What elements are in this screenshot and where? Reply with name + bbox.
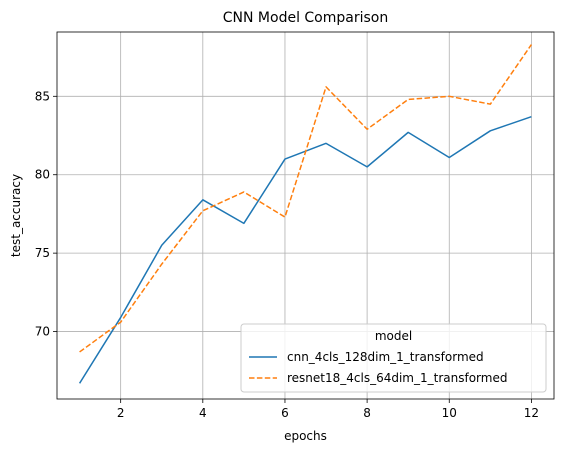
series-lines <box>78 44 533 384</box>
legend-label-1: cnn_4cls_128dim_1_transformed <box>287 350 484 364</box>
x-tick-label: 4 <box>199 406 207 420</box>
legend-box <box>240 323 547 393</box>
y-axis-label: test_accuracy <box>9 174 23 257</box>
x-tick-label: 6 <box>281 406 289 420</box>
chart-title: CNN Model Comparison <box>223 10 388 26</box>
x-tick-label: 10 <box>442 406 457 420</box>
grid <box>57 32 554 399</box>
axis-ticks: 2 4 6 8 10 12 70 75 80 85 <box>35 89 539 420</box>
legend-title: model <box>375 329 412 343</box>
x-tick-label: 2 <box>117 406 125 420</box>
legend-items: cnn_4cls_128dim_1_transformed resnet18_4c… <box>249 350 507 385</box>
series-line-2 <box>79 44 533 353</box>
legend-label-2: resnet18_4cls_64dim_1_transformed <box>287 371 507 385</box>
legend: model cnn_4cls_128dim_1_transformedresne… <box>240 323 547 393</box>
x-axis-label: epochs <box>284 429 327 443</box>
y-tick-label: 80 <box>35 168 50 182</box>
x-tick-label: 8 <box>363 406 371 420</box>
y-tick-label: 70 <box>35 325 50 339</box>
y-tick-label: 75 <box>35 246 50 260</box>
x-tick-label: 12 <box>524 406 539 420</box>
plot-frame <box>56 31 555 400</box>
y-tick-label: 85 <box>35 89 50 103</box>
